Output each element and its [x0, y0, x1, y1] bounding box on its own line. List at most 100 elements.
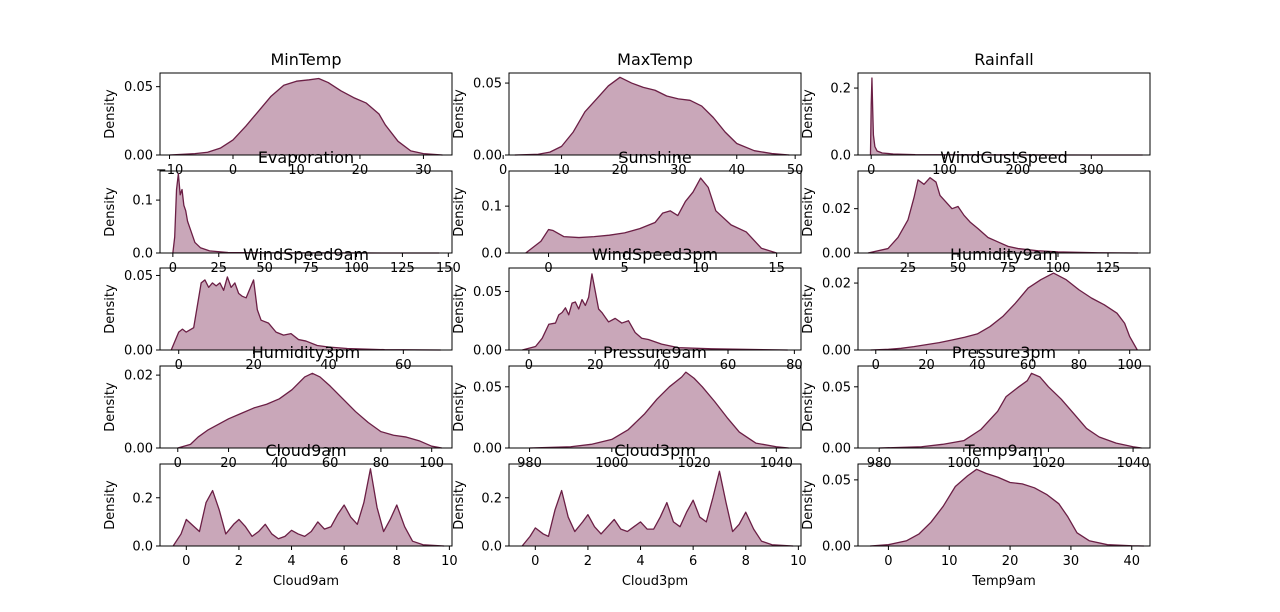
y-tick-label: 0.00 — [124, 442, 153, 457]
density-line — [879, 372, 1142, 449]
y-axis-label: Density — [452, 480, 467, 530]
y-tick-label: 0.00 — [822, 344, 851, 359]
y-tick-label: 0.05 — [124, 80, 153, 95]
density-area — [870, 469, 1144, 546]
x-tick-label: 6 — [340, 554, 348, 569]
axes-frame — [508, 170, 802, 254]
y-tick-label: 0.00 — [473, 344, 502, 359]
y-tick-label: 0.0 — [132, 540, 153, 555]
density-line — [525, 177, 777, 254]
density-area — [169, 78, 443, 155]
axes-frame — [857, 267, 1151, 351]
axes-frame — [159, 463, 453, 547]
x-tick-label: 0 — [182, 554, 190, 569]
density-area — [514, 77, 790, 155]
y-tick-label: 0.2 — [132, 491, 153, 506]
y-axis-label: Density — [103, 187, 118, 237]
x-axis-label: Cloud9am — [273, 574, 339, 589]
axes-frame — [857, 463, 1151, 547]
x-tick-label: 8 — [742, 554, 750, 569]
axes-frame — [508, 463, 802, 547]
x-tick-label: 20 — [1002, 554, 1019, 569]
density-area — [522, 273, 788, 350]
y-tick-label: 0.0 — [132, 247, 153, 262]
x-tick-label: 10 — [941, 554, 958, 569]
density-area — [870, 78, 1143, 155]
density-line — [522, 273, 788, 351]
y-tick-label: 0.2 — [830, 82, 851, 97]
axes-frame — [508, 72, 802, 156]
y-tick-label: 0.00 — [124, 344, 153, 359]
axes-frame — [857, 170, 1151, 254]
subplot-temp9am: 0 10 20 30 40 0.00 0.05 Density Temp9am Temp9am — [801, 441, 1151, 589]
density-area — [171, 276, 441, 350]
y-tick-label: 0.00 — [473, 149, 502, 164]
x-tick-label: 6 — [689, 554, 697, 569]
y-axis-label: Density — [801, 382, 816, 432]
density-area — [529, 372, 789, 448]
y-axis-label: Density — [452, 382, 467, 432]
x-axis-label: Temp9am — [971, 574, 1036, 589]
x-tick-label: 2 — [235, 554, 243, 569]
axes-frame — [159, 267, 453, 351]
subplot-title: Cloud9am — [265, 441, 346, 460]
x-axis-label: Cloud3pm — [622, 574, 688, 589]
y-axis-label: Density — [452, 187, 467, 237]
density-area — [177, 373, 442, 448]
density-line — [172, 468, 445, 547]
y-tick-label: 0.00 — [822, 540, 851, 555]
subplot-title: MaxTemp — [617, 50, 693, 69]
subplot-title: Humidity9am — [950, 245, 1058, 264]
axes-frame — [159, 72, 453, 156]
density-line — [172, 173, 440, 254]
y-tick-label: 0.00 — [124, 149, 153, 164]
subplot-title: Rainfall — [974, 50, 1033, 69]
subplot-title: Evaporation — [258, 148, 354, 167]
density-area — [172, 173, 440, 253]
y-tick-label: 0.02 — [124, 369, 153, 384]
y-axis-label: Density — [103, 89, 118, 139]
y-tick-label: 0.05 — [822, 380, 851, 395]
axes-frame — [159, 170, 453, 254]
density-line — [867, 177, 1139, 254]
y-axis-label: Density — [801, 89, 816, 139]
y-tick-label: 0.02 — [822, 277, 851, 292]
density-line — [169, 77, 443, 156]
x-tick-label: 10 — [441, 554, 458, 569]
y-tick-label: 0.1 — [481, 200, 502, 215]
y-axis-label: Density — [452, 284, 467, 334]
y-axis-label: Density — [103, 284, 118, 334]
y-tick-label: 0.0 — [481, 247, 502, 262]
subplot-title: Temp9am — [964, 441, 1043, 460]
subplot-title: MinTemp — [270, 50, 341, 69]
x-tick-label: 10 — [790, 554, 807, 569]
density-line — [870, 468, 1144, 547]
density-line — [514, 76, 790, 156]
subplot-title: Humidity3pm — [252, 343, 360, 362]
y-axis-label: Density — [103, 480, 118, 530]
subplot-title: WindGustSpeed — [940, 148, 1068, 167]
density-area — [868, 177, 1138, 253]
axes-frame — [508, 267, 802, 351]
y-tick-label: 0.02 — [822, 202, 851, 217]
axes-frame — [159, 365, 453, 449]
y-tick-label: 0.05 — [473, 77, 502, 92]
y-tick-label: 0.00 — [473, 442, 502, 457]
subplot-title: Sunshine — [618, 148, 691, 167]
density-line — [869, 77, 1143, 156]
x-tick-label: 0 — [531, 554, 539, 569]
x-tick-label: 40 — [1123, 554, 1140, 569]
x-tick-label: 4 — [636, 554, 644, 569]
y-axis-label: Density — [103, 382, 118, 432]
y-tick-label: 0.05 — [473, 285, 502, 300]
subplot-title: Cloud3pm — [614, 441, 696, 460]
subplot-title: WindSpeed9am — [243, 245, 369, 264]
density-area — [522, 471, 794, 546]
density-line — [521, 470, 794, 547]
density-area — [525, 178, 777, 253]
y-axis-label: Density — [801, 187, 816, 237]
